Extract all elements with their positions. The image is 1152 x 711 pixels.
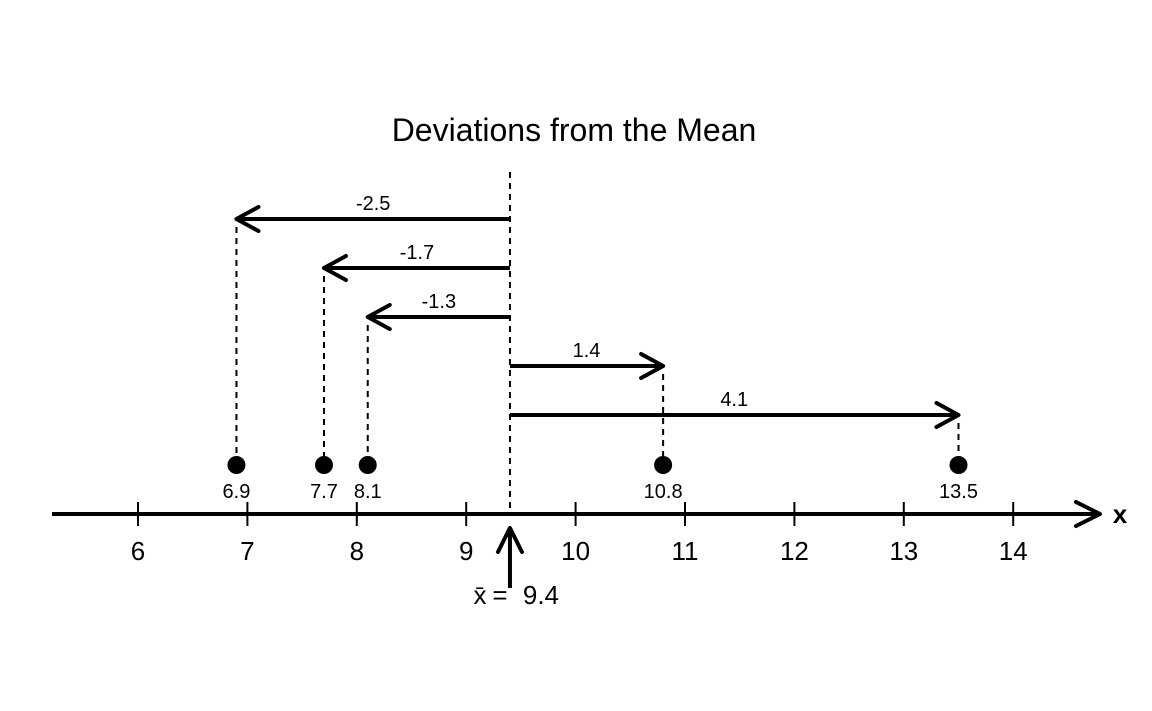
x-tick-label: 12	[780, 536, 809, 566]
data-point-label: 8.1	[354, 481, 382, 503]
x-tick-label: 6	[131, 536, 145, 566]
deviation-label: -1.7	[400, 242, 434, 264]
data-point	[227, 456, 246, 474]
x-tick-label: 7	[240, 536, 254, 566]
deviation-arrowhead	[934, 401, 961, 429]
mean-pointer-arrowhead	[495, 526, 524, 554]
deviation-arrowhead	[321, 254, 348, 282]
deviation-label: 4.1	[720, 389, 748, 411]
deviation-arrowhead	[365, 303, 392, 331]
data-point	[358, 456, 377, 474]
x-axis-label: x	[1113, 499, 1128, 529]
deviation-arrows: -2.5 -1.7 -1.3 1.4 4.1	[234, 193, 961, 456]
mean-symbol: x̄	[473, 580, 486, 610]
x-tick-label: 9	[459, 536, 473, 566]
data-point	[949, 456, 968, 474]
x-tick-label: 8	[350, 536, 364, 566]
deviation-label: 1.4	[573, 340, 601, 362]
x-tick-label: 13	[889, 536, 918, 566]
data-point-label: 10.8	[644, 481, 683, 503]
x-axis-arrowhead	[1074, 500, 1102, 528]
mean-marker: x̄ = 9.4	[473, 172, 559, 610]
deviation-label: -2.5	[356, 193, 390, 215]
chart-title: Deviations from the Mean	[392, 112, 757, 148]
x-tick-label: 10	[561, 536, 590, 566]
deviation-label: -1.3	[422, 291, 456, 313]
data-point-label: 13.5	[939, 481, 978, 503]
data-point-label: 6.9	[223, 481, 251, 503]
x-tick-label: 11	[672, 536, 699, 566]
data-point	[654, 456, 673, 474]
deviation-arrowhead	[639, 352, 666, 380]
mean-value-label: 9.4	[523, 580, 559, 610]
x-axis: x 6 7 8 9 10 11 12 13 14	[52, 499, 1128, 566]
mean-equals: =	[492, 580, 507, 610]
data-point-label: 7.7	[310, 481, 338, 503]
data-points: 6.9 7.7 8.1 10.8 13.5	[223, 456, 978, 503]
data-point	[314, 456, 333, 474]
deviation-arrowhead	[234, 205, 261, 233]
x-tick-label: 14	[999, 536, 1028, 566]
